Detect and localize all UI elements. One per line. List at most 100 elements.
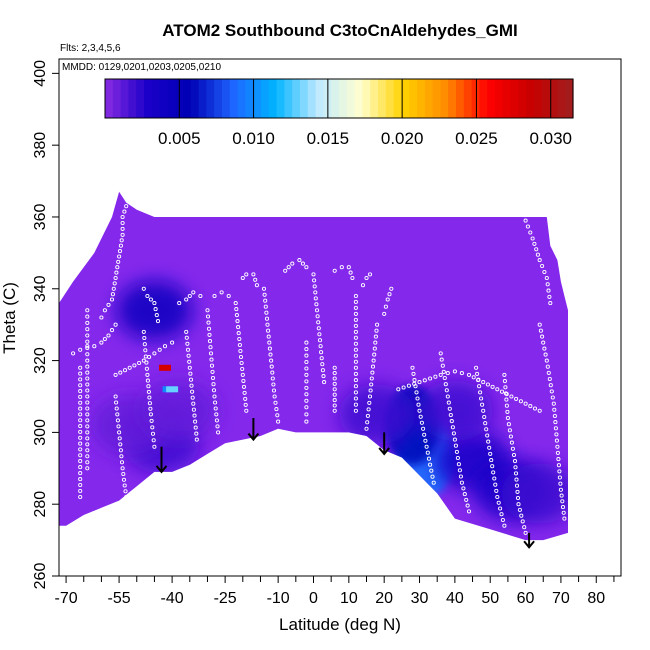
- observation-point: [560, 505, 566, 510]
- observation-point: [117, 249, 123, 254]
- observation-point: [123, 489, 128, 494]
- observation-point: [150, 431, 156, 436]
- observation-point: [191, 401, 196, 406]
- observation-point: [85, 364, 90, 369]
- observation-point: [261, 286, 267, 291]
- observation-point: [316, 326, 321, 331]
- observation-point: [481, 380, 486, 385]
- observation-point: [240, 372, 245, 377]
- observation-point: [78, 441, 83, 446]
- observation-point: [332, 381, 337, 386]
- observation-point: [315, 314, 320, 319]
- observation-point: [170, 340, 175, 345]
- colorbar-swatch: [276, 79, 285, 118]
- observation-point: [353, 347, 358, 352]
- observation-point: [187, 365, 192, 370]
- colorbar-tick-label: 0.025: [455, 129, 498, 148]
- observation-point: [148, 297, 153, 302]
- observation-point: [208, 345, 213, 350]
- observation-point: [450, 425, 455, 430]
- observation-point: [264, 310, 269, 315]
- y-tick-label: 320: [32, 347, 49, 374]
- observation-point: [92, 344, 97, 349]
- observation-point: [537, 322, 542, 327]
- observation-point: [413, 384, 418, 389]
- colorbar-swatch: [565, 79, 574, 118]
- observation-point: [210, 369, 215, 374]
- observation-point: [115, 265, 120, 270]
- colorbar-swatch: [463, 79, 473, 118]
- x-axis-label: Latitude (deg N): [279, 615, 401, 634]
- x-tick-label: 0: [309, 590, 318, 607]
- observation-point: [235, 319, 240, 324]
- observation-point: [191, 407, 196, 412]
- observation-point: [514, 396, 519, 401]
- observation-point: [242, 390, 247, 395]
- observation-point: [543, 352, 548, 357]
- observation-point: [451, 431, 456, 436]
- observation-point: [509, 440, 514, 445]
- observation-point: [120, 214, 125, 220]
- observation-point: [479, 396, 484, 401]
- observation-point: [85, 406, 90, 411]
- observation-point: [322, 380, 327, 385]
- observation-point: [116, 259, 121, 264]
- observation-point: [519, 513, 524, 518]
- observation-point: [157, 347, 162, 352]
- observation-point: [353, 311, 358, 316]
- enhanced-region: [501, 463, 568, 524]
- observation-point: [486, 439, 491, 444]
- observation-point: [234, 313, 239, 318]
- colorbar-swatch: [370, 79, 379, 118]
- observation-point: [122, 209, 127, 214]
- observation-point: [558, 481, 563, 486]
- plot-frame: [58, 58, 622, 577]
- observation-point: [127, 365, 132, 370]
- observation-point: [239, 360, 244, 366]
- observation-point: [489, 458, 494, 463]
- observation-point: [498, 506, 503, 511]
- observation-point: [144, 366, 149, 371]
- observation-point: [78, 418, 83, 423]
- observation-point: [194, 437, 199, 442]
- observation-point: [475, 371, 480, 376]
- observation-point: [453, 443, 458, 448]
- observation-point: [353, 293, 358, 299]
- x-tick-label: -55: [108, 590, 131, 607]
- observation-point: [457, 468, 462, 473]
- x-tick-label: 50: [481, 590, 499, 607]
- observation-point: [522, 525, 527, 530]
- observation-point: [85, 382, 90, 387]
- observation-point: [85, 400, 90, 405]
- colorbar-swatch: [393, 79, 402, 118]
- observation-point: [119, 454, 124, 459]
- observation-point: [555, 450, 560, 455]
- observation-point: [339, 265, 344, 270]
- observation-point: [523, 218, 528, 223]
- observation-point: [85, 333, 90, 338]
- arrow-head: [378, 447, 390, 456]
- observation-point: [495, 387, 500, 392]
- observation-point: [462, 492, 467, 497]
- observation-point: [373, 334, 378, 339]
- observation-point: [241, 384, 247, 389]
- observation-point: [516, 502, 521, 507]
- observation-point: [85, 327, 90, 332]
- observation-point: [121, 471, 126, 477]
- observation-point: [283, 268, 288, 273]
- observation-point: [375, 322, 380, 327]
- observation-point: [226, 293, 231, 299]
- observation-point: [367, 394, 373, 399]
- observation-point: [385, 297, 390, 302]
- observation-point: [421, 426, 426, 431]
- observation-point: [205, 314, 211, 319]
- colorbar-swatch: [198, 79, 207, 118]
- data-field: [59, 191, 568, 549]
- observation-point: [78, 412, 83, 417]
- colorbar-swatch: [300, 79, 309, 118]
- observation-point: [85, 376, 90, 381]
- observation-point: [353, 353, 358, 358]
- colorbar-swatch: [471, 79, 480, 118]
- x-tick-label: -70: [55, 590, 78, 607]
- observation-point: [144, 360, 149, 365]
